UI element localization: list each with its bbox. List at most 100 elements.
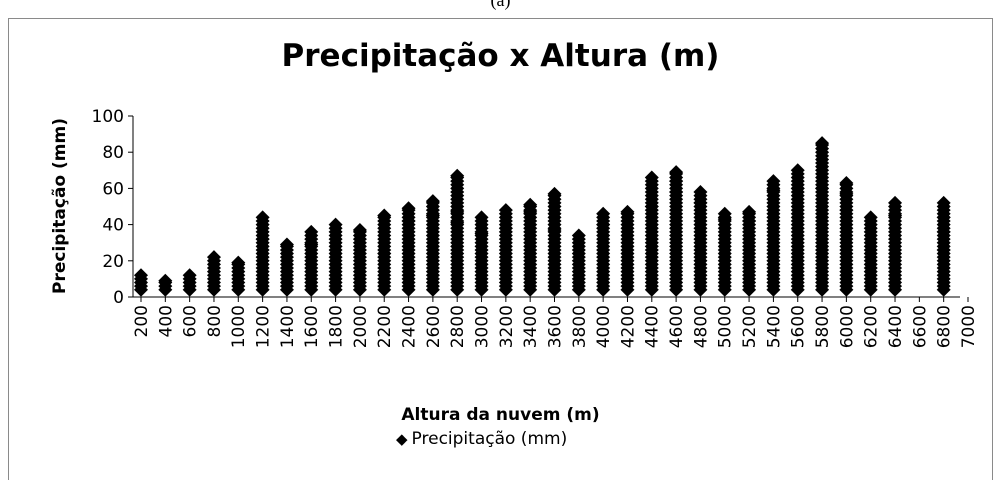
data-point (498, 221, 513, 236)
data-point (255, 232, 270, 247)
data-point (742, 204, 757, 219)
x-tick-label: 5600 (789, 305, 809, 348)
x-tick-label: 5400 (764, 305, 784, 348)
x-tick-label: 6400 (886, 305, 906, 348)
x-tick-label: 2000 (351, 305, 371, 348)
data-point (815, 136, 830, 151)
data-point (839, 203, 854, 218)
data-point (231, 255, 246, 270)
data-point (888, 208, 903, 223)
data-point (644, 199, 659, 214)
data-point (523, 204, 538, 219)
data-point (644, 170, 659, 185)
data-point (328, 217, 343, 232)
data-point (936, 195, 951, 210)
y-tick-label: 0 (113, 288, 124, 308)
legend-diamond-icon: ◆ (396, 430, 408, 448)
data-point (669, 185, 684, 200)
data-point (182, 268, 197, 283)
data-point (596, 217, 611, 232)
data-point (304, 237, 319, 252)
x-tick-label: 2400 (400, 305, 420, 348)
x-axis-label: Altura da nuvem (m) (401, 405, 600, 425)
x-tick-label: 6600 (910, 305, 930, 348)
data-point (766, 183, 781, 198)
data-point (669, 174, 684, 189)
y-tick-label: 40 (102, 216, 124, 236)
data-point (547, 223, 562, 238)
x-tick-label: 600 (181, 305, 201, 337)
data-point (717, 212, 732, 227)
data-point (425, 194, 440, 209)
y-tick-label: 20 (102, 252, 124, 272)
x-tick-label: 5000 (716, 305, 736, 348)
data-point (571, 228, 586, 243)
data-point (352, 223, 367, 238)
x-tick-label: 4600 (667, 305, 687, 348)
x-tick-label: 1000 (229, 305, 249, 348)
data-point (498, 203, 513, 218)
data-point (206, 250, 221, 265)
legend-series-label: Precipitação (mm) (411, 429, 568, 449)
x-tick-label: 2200 (375, 305, 395, 348)
chart-frame (8, 18, 993, 480)
chart-title: Precipitação x Altura (m) (281, 38, 720, 74)
y-tick-label: 80 (102, 143, 124, 163)
data-point (158, 273, 173, 288)
x-tick-label: 3000 (472, 305, 492, 348)
data-point (547, 186, 562, 201)
data-point (255, 210, 270, 225)
data-point (401, 213, 416, 228)
data-point (279, 237, 294, 252)
x-tick-label: 6200 (862, 305, 882, 348)
data-point (450, 204, 465, 219)
data-point (377, 246, 392, 261)
x-tick-label: 6000 (837, 305, 857, 348)
data-point (596, 206, 611, 221)
x-tick-label: 4400 (643, 305, 663, 348)
data-point (839, 175, 854, 190)
data-point (790, 181, 805, 196)
data-point (936, 224, 951, 239)
x-tick-label: 4800 (691, 305, 711, 348)
y-tick-label: 100 (92, 107, 124, 127)
data-point (693, 185, 708, 200)
x-tick-label: 1600 (302, 305, 322, 348)
x-tick-label: 2800 (448, 305, 468, 348)
x-tick-label: 4000 (594, 305, 614, 348)
data-point (620, 204, 635, 219)
x-tick-label: 6800 (935, 305, 955, 348)
data-point (742, 213, 757, 228)
x-tick-label: 3200 (497, 305, 517, 348)
x-tick-label: 1800 (327, 305, 347, 348)
data-point (669, 165, 684, 180)
data-point (523, 197, 538, 212)
data-point (936, 242, 951, 257)
x-tick-label: 4200 (618, 305, 638, 348)
figure-caption: (a) (490, 0, 511, 10)
data-point (863, 210, 878, 225)
data-point (815, 181, 830, 196)
x-tick-label: 3600 (545, 305, 565, 348)
data-point (474, 210, 489, 225)
data-point (134, 268, 148, 283)
x-tick-label: 5200 (740, 305, 760, 348)
data-point (839, 186, 854, 201)
x-tick-label: 1400 (278, 305, 298, 348)
data-point (693, 195, 708, 210)
x-tick-label: 7000 (959, 305, 979, 348)
data-point (377, 208, 392, 223)
data-point (888, 195, 903, 210)
x-tick-label: 3800 (570, 305, 590, 348)
data-point (304, 224, 319, 239)
data-point (450, 215, 465, 230)
data-point (474, 226, 489, 241)
data-point (450, 168, 465, 183)
x-tick-label: 200 (132, 305, 152, 337)
y-tick-label: 60 (102, 179, 124, 199)
data-point (425, 208, 440, 223)
x-tick-label: 800 (205, 305, 225, 337)
x-tick-label: 5800 (813, 305, 833, 348)
data-point (766, 174, 781, 189)
